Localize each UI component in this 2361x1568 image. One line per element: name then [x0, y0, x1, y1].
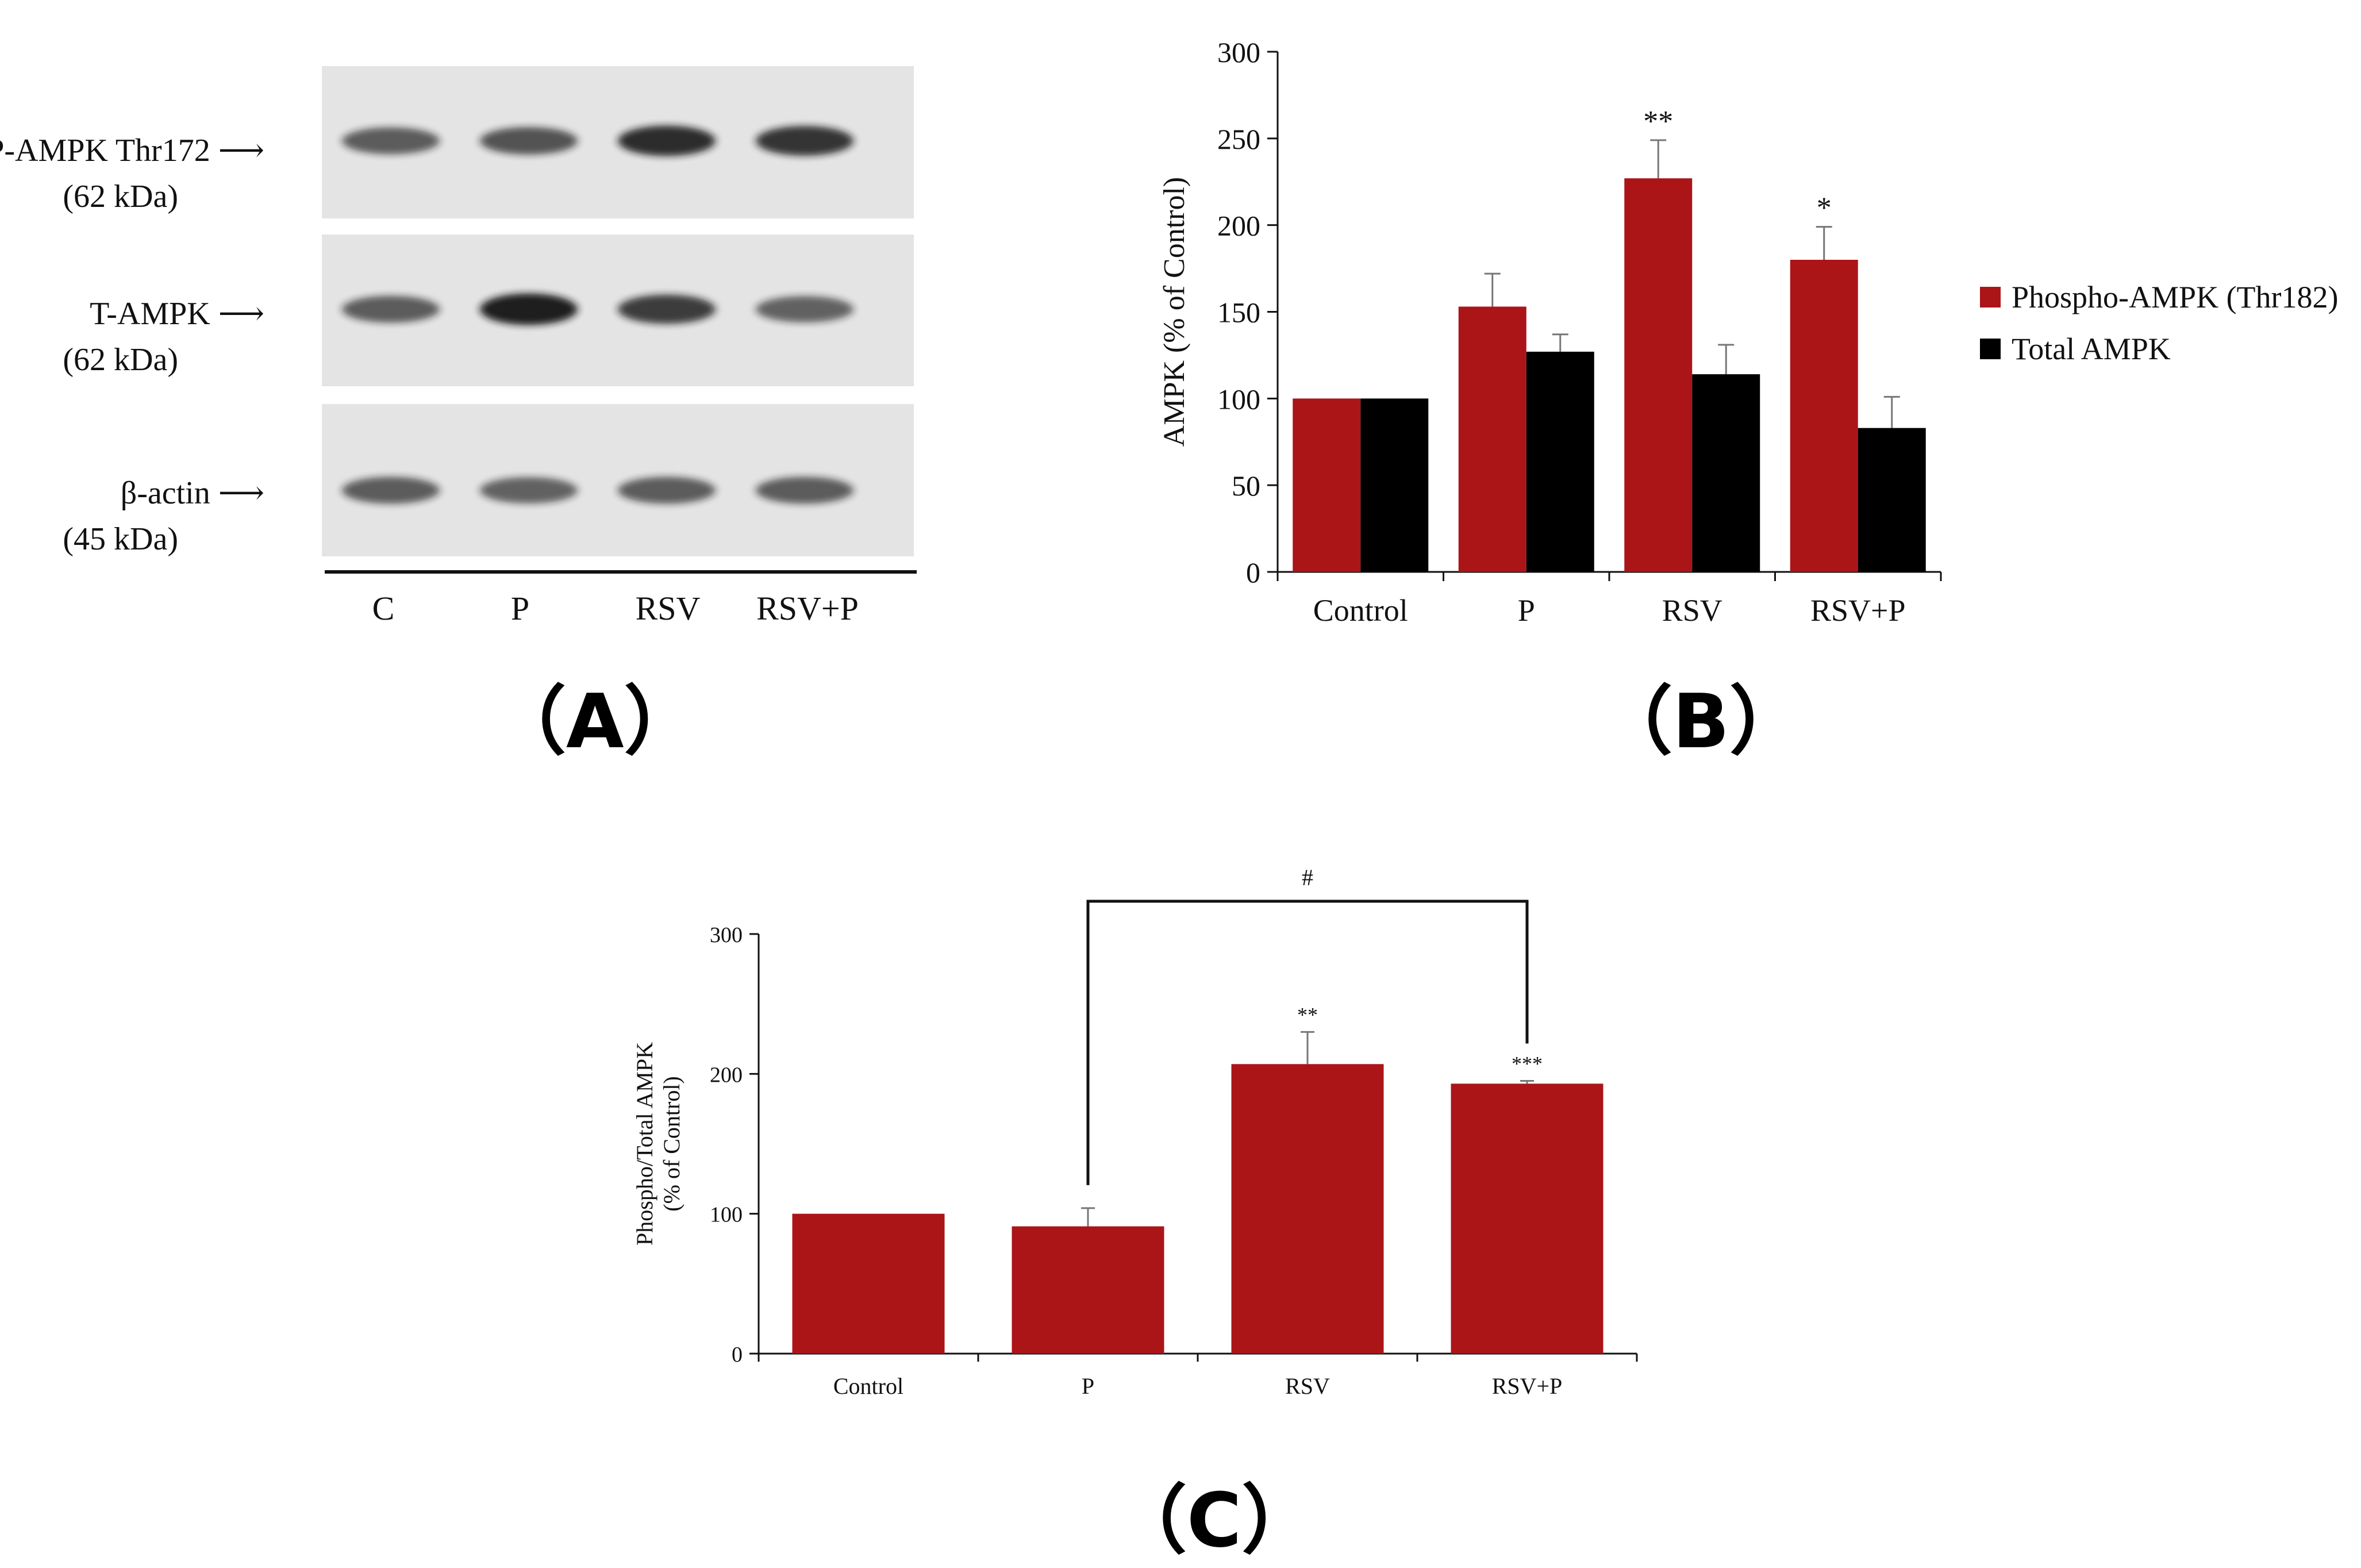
x-tick-label: RSV — [1662, 593, 1722, 628]
bar-phospho — [1458, 306, 1526, 572]
blot-band — [756, 126, 853, 156]
panel-a-western-blot: P-AMPK Thr172 ⟶ (62 kDa) T-AMPK ⟶ (62 kD… — [0, 0, 977, 765]
x-tick-label: P — [1518, 593, 1535, 628]
comparison-bracket — [1086, 900, 1529, 1185]
bar — [1012, 1226, 1164, 1354]
y-tick-label: 50 — [1232, 470, 1260, 502]
arrow-right-icon: ⟶ — [218, 475, 264, 511]
x-tick-label: Control — [833, 1373, 903, 1399]
panel-b-chart: 0 50 100 150 200 250 300 Control P RSV RSV+P ** * AMP… — [1092, 0, 2361, 765]
blot-band — [342, 476, 440, 504]
blot-band — [342, 295, 440, 323]
bar-total — [1858, 428, 1926, 572]
blot-band — [480, 293, 578, 325]
legend-swatch — [1980, 339, 2001, 359]
bar-phospho — [1624, 178, 1693, 572]
bar — [1231, 1064, 1384, 1354]
y-tick-label: 200 — [1217, 210, 1260, 242]
x-tick-label: RSV+P — [1492, 1373, 1563, 1399]
blot-row-label-p-ampk: P-AMPK Thr172 ⟶ (62 kDa) — [0, 133, 264, 214]
y-axis-label-unit: (% of Control) — [659, 1076, 685, 1212]
x-tick-label: RSV+P — [1810, 593, 1906, 628]
bar-total — [1360, 398, 1429, 572]
blot-band — [480, 477, 578, 504]
y-tick-label: 250 — [1217, 123, 1260, 155]
blot-image — [322, 66, 917, 574]
lane-label-p: P — [510, 590, 530, 627]
bar — [792, 1213, 945, 1354]
y-tick-label: 100 — [710, 1203, 743, 1227]
bar-phospho — [1293, 398, 1361, 572]
blot-band — [618, 476, 716, 504]
y-axis-label: AMPK (% of Control) — [1158, 177, 1191, 447]
panel-c-chart: 0 100 200 300 Control P RSV RSV+P ** *** # Phospho/… — [575, 828, 1724, 1564]
legend-swatch — [1980, 287, 2001, 308]
legend-label: Total AMPK — [2012, 332, 2171, 366]
y-tick-label: 300 — [1217, 36, 1260, 68]
bar-total — [1526, 351, 1594, 572]
x-tick-label: P — [1082, 1373, 1094, 1399]
blot-band — [618, 125, 716, 156]
comparison-label: # — [1302, 864, 1313, 890]
arrow-right-icon: ⟶ — [218, 296, 264, 332]
blot-band — [342, 127, 440, 155]
blot-band — [480, 127, 578, 155]
panel-letter-a: （A） — [491, 678, 699, 765]
blot-band — [756, 476, 853, 504]
blot-row-label-beta-actin: β-actin ⟶ (45 kDa) — [63, 475, 264, 557]
panel-letter-c: （C） — [1112, 1477, 1317, 1564]
significance-label: ** — [1643, 105, 1673, 138]
blot-row-label-t-ampk: T-AMPK ⟶ (62 kDa) — [63, 296, 264, 378]
y-tick-label: 300 — [710, 923, 743, 947]
significance-label: * — [1817, 192, 1832, 225]
y-axis-label: Phospho/Total AMPK — [632, 1042, 657, 1246]
lane-label-rsv-p: RSV+P — [756, 590, 859, 627]
lane-label-rsv: RSV — [635, 590, 701, 627]
significance-label: ** — [1297, 1003, 1318, 1026]
blot-band — [756, 296, 853, 322]
x-tick-label: RSV — [1285, 1373, 1330, 1399]
bar — [1451, 1083, 1604, 1354]
legend-label: Phospho-AMPK (Thr182) — [2012, 280, 2339, 314]
x-tick-label: Control — [1313, 593, 1408, 628]
lane-label-c: C — [372, 590, 395, 627]
significance-label: *** — [1512, 1052, 1543, 1075]
y-tick-label: 200 — [710, 1063, 743, 1087]
y-tick-label: 100 — [1217, 383, 1260, 415]
y-tick-label: 150 — [1217, 297, 1260, 329]
bar-total — [1692, 374, 1760, 572]
y-tick-label: 0 — [732, 1343, 743, 1367]
y-tick-label: 0 — [1246, 556, 1260, 589]
arrow-right-icon: ⟶ — [218, 133, 264, 168]
panel-letter-b: （B） — [1598, 678, 1805, 765]
blot-band — [618, 294, 716, 324]
bar-phospho — [1790, 260, 1858, 572]
